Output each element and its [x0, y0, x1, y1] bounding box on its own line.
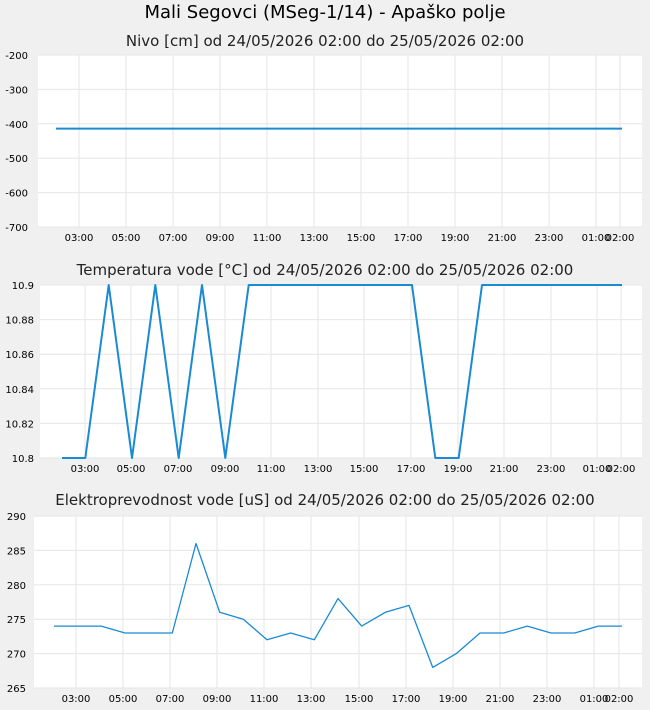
nivo-y-tick-label: -600 [5, 189, 28, 200]
temperatura-y-tick-label: 10.9 [12, 281, 34, 292]
elektroprevodnost-x-tick-label: 05:00 [109, 694, 138, 705]
nivo-x-tick-label: 13:00 [300, 233, 329, 244]
elektroprevodnost-y-tick-label: 290 [7, 512, 26, 523]
elektroprevodnost-series-line [54, 542, 622, 669]
nivo-x-tick-label: 01:00 [582, 233, 611, 244]
temperatura-x-tick-label: 02:00 [607, 464, 636, 475]
nivo-chart-title: Nivo [cm] od 24/05/2026 02:00 do 25/05/2… [126, 32, 524, 50]
temperatura-x-tick-label: 07:00 [164, 464, 193, 475]
nivo-x-tick-label: 23:00 [535, 233, 564, 244]
temperatura-y-tick-label: 10.88 [5, 316, 34, 327]
nivo-x-tick-label: 21:00 [488, 233, 517, 244]
elektroprevodnost-x-tick-label: 02:00 [605, 694, 634, 705]
elektroprevodnost-x-tick-label: 01:00 [580, 694, 609, 705]
elektroprevodnost-x-tick-label: 13:00 [297, 694, 326, 705]
elektroprevodnost-x-tick-label: 09:00 [203, 694, 232, 705]
temperatura-x-tick-label: 15:00 [350, 464, 379, 475]
nivo-x-tick-label: 15:00 [347, 233, 376, 244]
elektroprevodnost-x-tick-label: 21:00 [486, 694, 515, 705]
nivo-x-tick-label: 17:00 [394, 233, 423, 244]
elektroprevodnost-y-tick-label: 270 [7, 650, 26, 661]
temperatura-x-tick-label: 13:00 [304, 464, 333, 475]
temperatura-y-tick-label: 10.86 [5, 350, 34, 361]
temperatura-x-tick-label: 19:00 [444, 464, 473, 475]
temperatura-x-tick-label: 17:00 [397, 464, 426, 475]
elektroprevodnost-x-tick-label: 07:00 [156, 694, 185, 705]
elektroprevodnost-x-tick-label: 03:00 [62, 694, 91, 705]
elektroprevodnost-x-tick-label: 19:00 [439, 694, 468, 705]
elektroprevodnost-y-tick-label: 280 [7, 581, 26, 592]
elektroprevodnost-x-tick-label: 17:00 [392, 694, 421, 705]
nivo-y-tick-label: -700 [5, 223, 28, 234]
temperatura-x-tick-label: 21:00 [490, 464, 519, 475]
elektroprevodnost-plot-area [34, 516, 642, 688]
temperatura-x-tick-label: 05:00 [117, 464, 146, 475]
temperatura-chart-title: Temperatura vode [°C] od 24/05/2026 02:0… [76, 261, 574, 279]
page-title: Mali Segovci (MSeg-1/14) - Apaško polje [144, 2, 506, 23]
nivo-y-tick-label: -300 [5, 85, 28, 96]
temperatura-y-tick-label: 10.82 [5, 419, 34, 430]
nivo-x-tick-label: 11:00 [253, 233, 282, 244]
nivo-y-tick-label: -400 [5, 120, 28, 131]
elektroprevodnost-chart-title: Elektroprevodnost vode [uS] od 24/05/202… [55, 491, 594, 509]
temperatura-x-tick-label: 09:00 [211, 464, 240, 475]
temperatura-series-line [62, 284, 622, 459]
elektroprevodnost-x-tick-label: 11:00 [250, 694, 279, 705]
elektroprevodnost-y-tick-label: 265 [7, 684, 26, 695]
nivo-y-tick-label: -500 [5, 154, 28, 165]
nivo-x-tick-label: 03:00 [65, 233, 94, 244]
elektroprevodnost-y-tick-label: 285 [7, 546, 26, 557]
temperatura-x-tick-label: 03:00 [71, 464, 100, 475]
temperatura-x-tick-label: 11:00 [257, 464, 286, 475]
nivo-x-tick-label: 07:00 [159, 233, 188, 244]
nivo-y-tick-label: -200 [5, 51, 28, 62]
elektroprevodnost-x-tick-label: 23:00 [533, 694, 562, 705]
nivo-x-tick-label: 09:00 [206, 233, 235, 244]
elektroprevodnost-x-tick-label: 15:00 [345, 694, 374, 705]
temperatura-plot-area [40, 285, 642, 458]
nivo-x-tick-label: 02:00 [606, 233, 635, 244]
temperatura-y-tick-label: 10.8 [12, 454, 34, 465]
nivo-x-tick-label: 19:00 [441, 233, 470, 244]
nivo-plot-area [38, 55, 642, 227]
elektroprevodnost-y-tick-label: 275 [7, 615, 26, 626]
temperatura-x-tick-label: 23:00 [537, 464, 566, 475]
temperatura-y-tick-label: 10.84 [5, 385, 34, 396]
temperatura-x-tick-label: 01:00 [583, 464, 612, 475]
nivo-x-tick-label: 05:00 [112, 233, 141, 244]
